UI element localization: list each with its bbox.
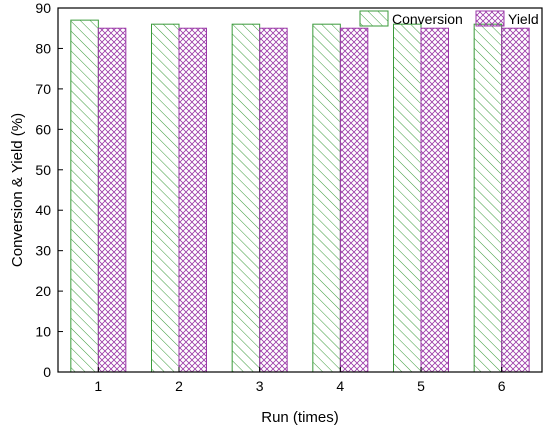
bar-conversion-1: [70, 19, 99, 373]
bar-conversion-3: [231, 23, 261, 373]
x-tick-label-2: 2: [175, 378, 183, 394]
y-tick-label-40: 40: [35, 202, 51, 218]
x-tick-label-5: 5: [417, 378, 425, 394]
x-axis-label: Run (times): [261, 409, 339, 426]
x-tick-label-1: 1: [94, 378, 102, 394]
y-axis-label: Conversion & Yield (%): [9, 113, 26, 267]
bars-group: [70, 19, 530, 373]
bar-conversion-2: [151, 23, 180, 373]
bar-conversion-4: [312, 23, 341, 373]
plot-background: [58, 8, 542, 372]
x-tick-label-4: 4: [336, 378, 344, 394]
plot-frame: [57, 7, 543, 373]
legend-swatch-conversion: [359, 10, 389, 27]
x-tick-label-3: 3: [256, 378, 264, 394]
y-tick-label-50: 50: [35, 162, 51, 178]
y-tick-label-90: 90: [35, 0, 51, 16]
bar-yield-4: [339, 27, 369, 373]
legend-label-yield: Yield: [508, 11, 539, 27]
bar-conversion-5: [393, 23, 422, 373]
y-tick-label-20: 20: [35, 283, 51, 299]
y-tick-label-0: 0: [43, 364, 51, 380]
x-tick-label-6: 6: [498, 378, 506, 394]
bar-yield-1: [97, 27, 127, 373]
bar-yield-5: [420, 27, 449, 373]
y-tick-label-60: 60: [35, 121, 51, 137]
bar-yield-6: [501, 27, 530, 373]
bar-yield-3: [259, 27, 288, 373]
bar-yield-2: [178, 27, 207, 373]
axes-group: 0 10 20 30 40 50 60 70 80 90 1 2 3 4 5 6: [35, 0, 543, 394]
y-tick-label-10: 10: [35, 324, 51, 340]
y-tick-label-30: 30: [35, 243, 51, 259]
bar-conversion-6: [473, 23, 503, 373]
y-tick-label-70: 70: [35, 81, 51, 97]
legend-label-conversion: Conversion: [392, 11, 463, 27]
legend: Conversion Yield: [359, 10, 539, 27]
legend-swatch-yield: [475, 10, 505, 27]
y-tick-label-80: 80: [35, 40, 51, 56]
